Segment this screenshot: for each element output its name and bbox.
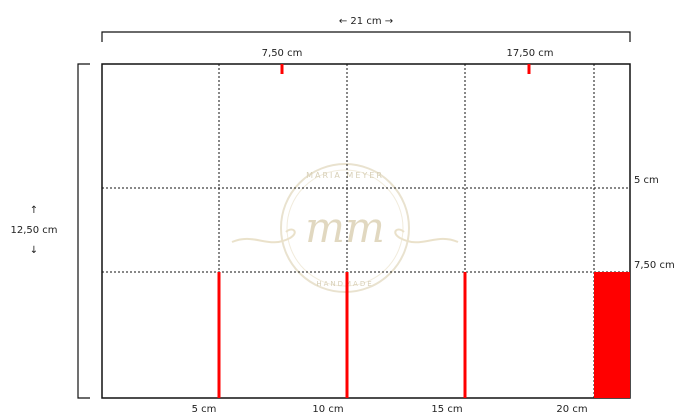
top-mark-2: 17,50 cm bbox=[506, 48, 553, 59]
width-label: ← 21 cm → bbox=[339, 16, 393, 27]
right-mark-2: 7,50 cm bbox=[634, 260, 675, 271]
bottom-mark-3: 15 cm bbox=[431, 404, 462, 414]
watermark-logo: mm MARIA MEYER HANDMADE bbox=[231, 163, 459, 293]
right-mark-1: 5 cm bbox=[634, 175, 659, 186]
watermark-arc-top: MARIA MEYER bbox=[306, 171, 384, 180]
height-bracket bbox=[77, 63, 90, 399]
height-arrow-up: ↑ bbox=[30, 205, 38, 216]
width-bracket bbox=[101, 31, 631, 42]
cut-lines bbox=[217, 64, 630, 398]
bottom-mark-2: 10 cm bbox=[312, 404, 343, 414]
watermark-monogram: mm bbox=[305, 203, 385, 252]
watermark-arc-bottom: HANDMADE bbox=[316, 280, 373, 288]
height-arrow-down: ↓ bbox=[30, 245, 38, 256]
cut-out-area bbox=[594, 272, 630, 398]
bottom-mark-4: 20 cm bbox=[556, 404, 587, 414]
paper-outline bbox=[101, 63, 631, 399]
top-mark-1: 7,50 cm bbox=[262, 48, 303, 59]
fold-lines bbox=[102, 64, 630, 398]
height-label: 12,50 cm bbox=[10, 225, 57, 236]
bottom-mark-1: 5 cm bbox=[192, 404, 217, 414]
